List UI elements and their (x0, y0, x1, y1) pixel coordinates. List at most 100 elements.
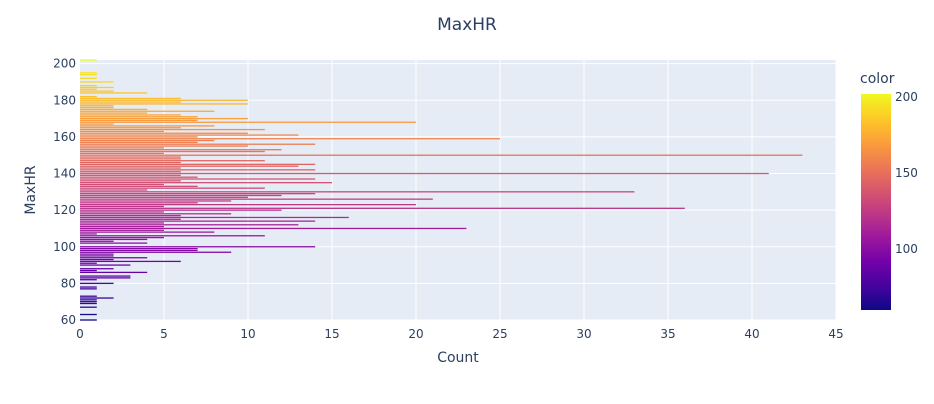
histogram-bar (80, 288, 97, 290)
histogram-bar (80, 167, 181, 169)
histogram-bar (80, 130, 164, 133)
histogram-bar (80, 74, 97, 76)
histogram-bar (80, 88, 97, 90)
histogram-bar (80, 84, 97, 87)
x-tick-label: 20 (408, 327, 423, 341)
histogram-bar (80, 282, 114, 285)
histogram-bar (80, 222, 164, 224)
x-tick-label: 10 (240, 327, 255, 341)
histogram-bar (80, 165, 299, 167)
histogram-bar (80, 77, 97, 79)
histogram-bar (80, 183, 164, 186)
histogram-bar (80, 123, 114, 125)
axes: 0 5 10 15 20 25 30 35 40 45 60 80 100 120 140 160 180 200 (53, 57, 844, 341)
x-tick-label: 25 (492, 327, 507, 341)
histogram-bar (80, 301, 97, 303)
histogram-bar (80, 187, 265, 189)
histogram-bar (80, 277, 131, 279)
y-tick-label: 200 (53, 57, 76, 71)
histogram-bar (80, 161, 181, 164)
histogram-bar (80, 205, 164, 208)
histogram-bar (80, 249, 198, 252)
histogram-bar (80, 110, 215, 112)
y-tick-label: 180 (53, 93, 76, 107)
histogram-bar (80, 163, 316, 166)
histogram-bar (80, 214, 181, 217)
histogram-bar (80, 299, 97, 301)
histogram-bar (80, 59, 97, 61)
histogram-bar (80, 297, 114, 299)
histogram-bar (80, 112, 148, 114)
histogram-bar (80, 101, 181, 103)
histogram-bar (80, 257, 148, 259)
histogram-bar (80, 160, 265, 162)
histogram-bar (80, 319, 97, 321)
histogram-bar (80, 306, 97, 308)
histogram-bar (80, 176, 198, 178)
histogram-bar (80, 143, 316, 145)
histogram-bar (80, 247, 198, 250)
plot-background (80, 60, 836, 320)
colorbar-tick-label: 100 (895, 242, 918, 256)
histogram-bar (80, 152, 164, 155)
x-axis-title: Count (437, 350, 479, 366)
histogram-bar (80, 198, 433, 200)
histogram-bar (80, 178, 316, 180)
histogram-bar (80, 209, 282, 211)
histogram-bar (80, 150, 265, 153)
histogram-bar (80, 158, 181, 160)
histogram-bar (80, 269, 97, 272)
histogram-bar (80, 128, 265, 131)
histogram-bar (80, 224, 299, 226)
histogram-bar (80, 295, 97, 297)
histogram-bar (80, 202, 198, 204)
colorbar-gradient (861, 94, 891, 310)
y-tick-label: 60 (61, 313, 76, 327)
histogram-bar (80, 90, 114, 92)
histogram-bar (80, 286, 97, 288)
histogram-bar (80, 116, 198, 118)
histogram-bar (80, 238, 148, 241)
histogram-bar (80, 255, 114, 257)
histogram-bar (80, 180, 181, 182)
histogram-bar (80, 242, 148, 244)
histogram-bar (80, 279, 97, 281)
histogram-bar (80, 260, 181, 263)
histogram-bar (80, 139, 215, 142)
x-tick-label: 35 (660, 327, 675, 341)
histogram-bar (80, 95, 97, 98)
histogram-bar (80, 236, 164, 239)
histogram-bar (80, 185, 198, 187)
histogram-bar (80, 264, 131, 266)
colorbar-tick-label: 150 (895, 166, 918, 180)
histogram-bar (80, 194, 282, 197)
histogram-bar (80, 136, 198, 138)
histogram-bar (80, 200, 232, 202)
histogram-bar (80, 231, 215, 233)
histogram-bar (80, 108, 148, 111)
histogram-bar (80, 72, 97, 74)
histogram-bar (80, 127, 181, 129)
histogram-bar (80, 97, 181, 100)
histogram-bar (80, 172, 769, 175)
histogram-bar (80, 220, 316, 222)
histogram-bar (80, 169, 316, 171)
histogram-bar (80, 103, 248, 105)
histogram-bar (80, 134, 299, 136)
histogram-bar (80, 262, 97, 264)
colorbar: color 100 150 200 (860, 71, 918, 310)
histogram-bar (80, 182, 332, 184)
histogram-bar (80, 132, 248, 134)
histogram-bar (80, 258, 114, 261)
histogram-bar (80, 233, 97, 235)
colorbar-ticks: 100 150 200 (895, 90, 918, 256)
x-tick-label: 30 (576, 327, 591, 341)
histogram-bar (80, 106, 114, 109)
y-tick-label: 160 (53, 130, 76, 144)
histogram-bar (80, 246, 316, 248)
histogram-bar (80, 141, 198, 144)
histogram-bar (80, 251, 232, 253)
histogram-bar (80, 121, 416, 123)
